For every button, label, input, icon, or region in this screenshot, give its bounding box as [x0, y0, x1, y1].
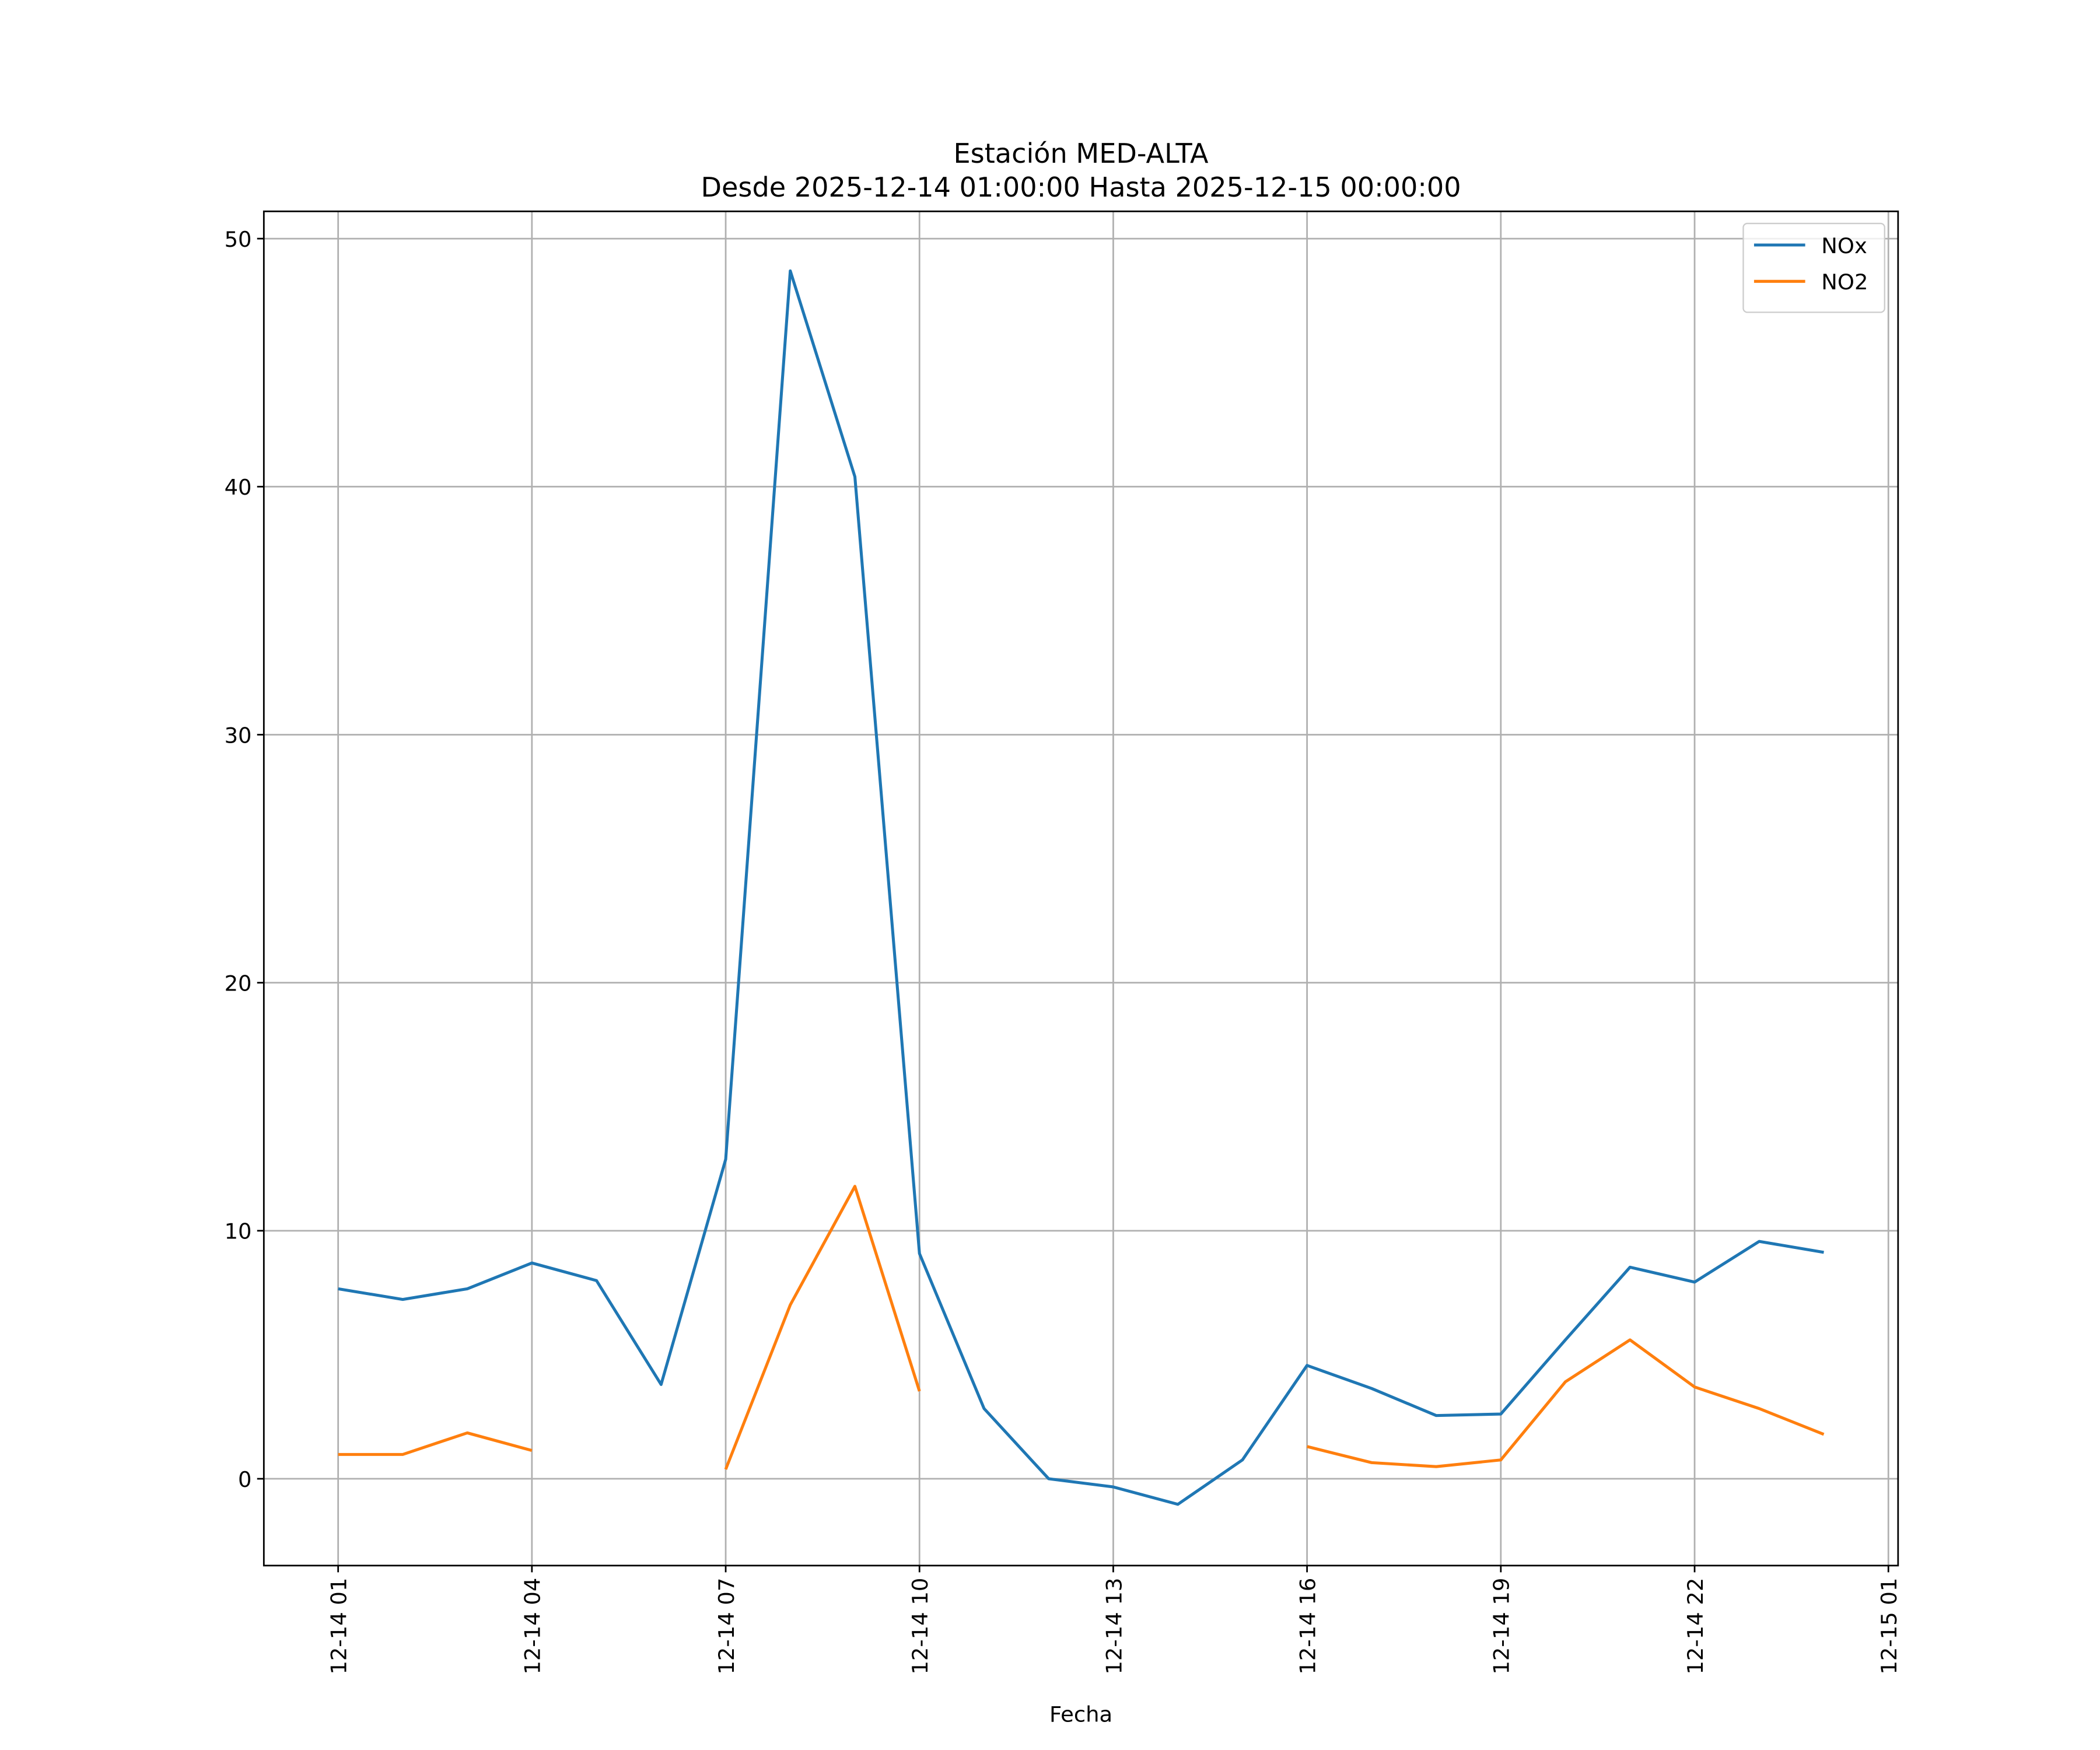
y-tick-label: 50 — [225, 227, 252, 252]
plot-frame — [262, 210, 1899, 1567]
series-line — [338, 269, 1824, 1506]
x-axis-label: Fecha — [1049, 1702, 1112, 1727]
chart-title: Estación MED-ALTA — [954, 138, 1209, 169]
y-tick-label: 10 — [225, 1219, 252, 1244]
x-tick-label: 12-14 01 — [326, 1578, 351, 1675]
y-tick-label: 30 — [225, 723, 252, 748]
y-tick-label: 0 — [238, 1467, 251, 1492]
x-tick-label: 12-14 10 — [908, 1578, 933, 1675]
legend-label: NOx — [1821, 233, 1867, 258]
x-tick-label: 12-14 22 — [1683, 1578, 1708, 1675]
y-tick-label: 20 — [225, 971, 252, 996]
x-tick-label: 12-14 16 — [1295, 1578, 1320, 1675]
x-tick-label: 12-15 01 — [1877, 1578, 1902, 1675]
x-tick-label: 12-14 04 — [520, 1578, 545, 1675]
chart-subtitle: Desde 2025-12-14 01:00:00 Hasta 2025-12-… — [701, 172, 1461, 203]
grid — [264, 211, 1898, 1566]
x-tick-label: 12-14 07 — [714, 1578, 739, 1675]
legend: NOx NO2 — [1742, 222, 1885, 313]
series-line — [338, 1185, 1825, 1470]
y-tick-label: 40 — [225, 475, 252, 500]
legend-label: NO2 — [1821, 270, 1868, 295]
ticks: 0 10 20 30 40 50 12-14 01 12-14 04 12-14 07 12-14… — [225, 227, 1902, 1675]
x-tick-label: 12-14 13 — [1101, 1578, 1126, 1675]
plot-lines — [338, 269, 1825, 1506]
x-tick-label: 12-14 19 — [1489, 1578, 1514, 1675]
